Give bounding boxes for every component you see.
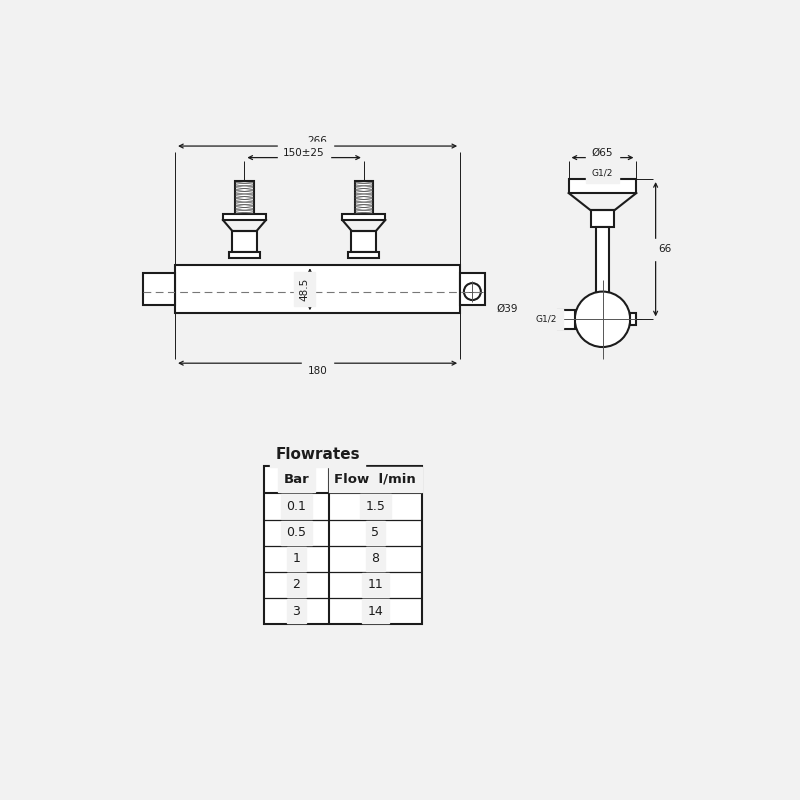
Text: Flow  l/min: Flow l/min — [334, 473, 416, 486]
Text: 48.5: 48.5 — [299, 278, 310, 301]
Text: 180: 180 — [308, 366, 327, 376]
Bar — [342, 214, 386, 220]
Bar — [630, 313, 636, 326]
Bar — [235, 181, 254, 215]
Text: 66: 66 — [658, 244, 671, 254]
Text: Ø39: Ø39 — [496, 304, 518, 314]
Bar — [591, 210, 614, 227]
Circle shape — [574, 291, 630, 347]
Text: 2: 2 — [293, 578, 300, 591]
Text: 3: 3 — [293, 605, 300, 618]
Bar — [595, 227, 610, 300]
Text: G1/2: G1/2 — [592, 169, 613, 178]
Text: 5: 5 — [371, 526, 379, 539]
Bar — [229, 252, 260, 258]
Bar — [143, 273, 175, 306]
Text: 8: 8 — [371, 552, 379, 566]
Circle shape — [464, 283, 481, 300]
Text: 150±25: 150±25 — [283, 148, 325, 158]
Text: 0.5: 0.5 — [286, 526, 306, 539]
Bar — [264, 466, 422, 624]
Text: G1/2: G1/2 — [536, 314, 557, 324]
Text: Bar: Bar — [283, 473, 310, 486]
Text: 1.5: 1.5 — [366, 500, 386, 513]
Bar — [594, 147, 612, 181]
Text: 0.1: 0.1 — [286, 500, 306, 513]
Bar — [351, 230, 376, 252]
Text: Ø65: Ø65 — [592, 148, 614, 158]
Text: 14: 14 — [367, 605, 383, 618]
Text: 266: 266 — [308, 137, 327, 146]
Bar — [349, 252, 379, 258]
Text: Flowrates: Flowrates — [275, 446, 360, 462]
Bar — [569, 179, 636, 193]
Text: 1: 1 — [293, 552, 300, 566]
Bar — [354, 181, 373, 215]
Text: 11: 11 — [367, 578, 383, 591]
Bar — [175, 266, 460, 313]
Bar — [232, 230, 257, 252]
Bar — [223, 214, 266, 220]
Bar — [558, 310, 574, 329]
Bar — [460, 273, 485, 306]
